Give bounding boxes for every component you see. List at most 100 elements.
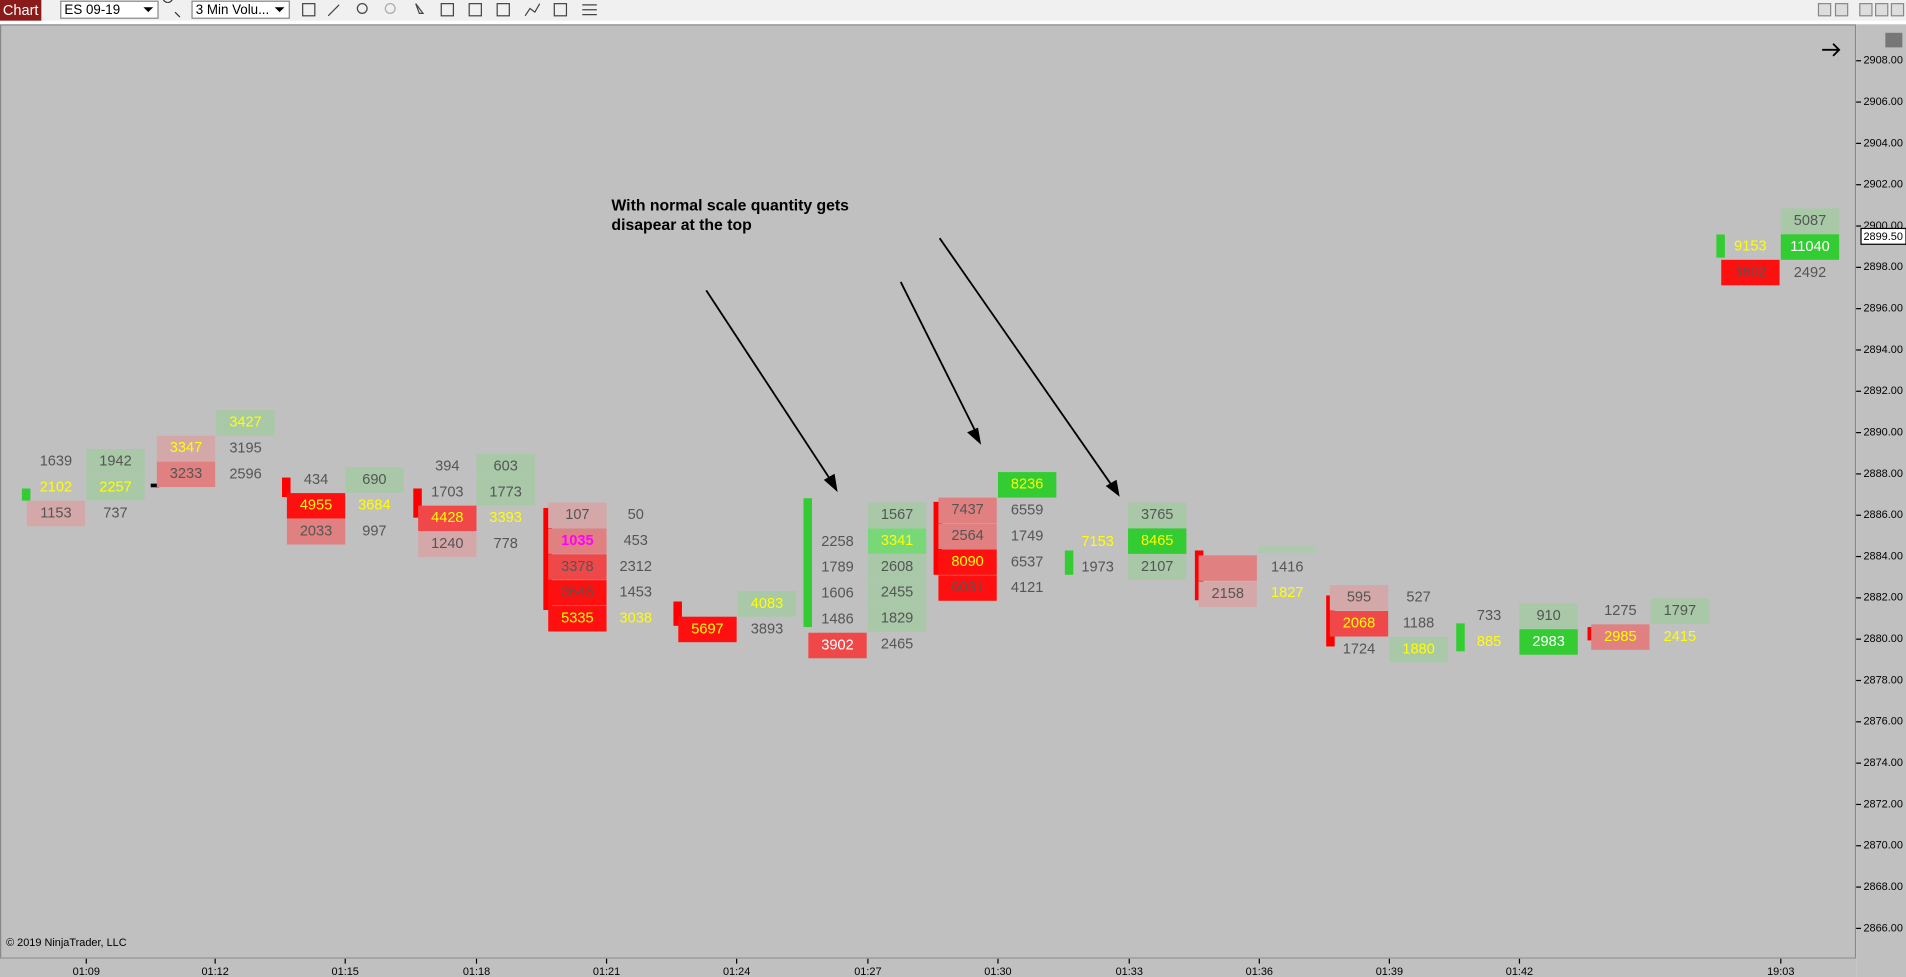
cell-bg (997, 472, 1057, 498)
volume-cell: 453 (624, 533, 648, 549)
current-price: 2899.50 (1863, 231, 1902, 243)
volume-cell: 434 (304, 472, 328, 488)
time-label: 01:42 (1506, 966, 1533, 977)
toolbar-icons[interactable] (302, 3, 597, 17)
cell-bg (938, 575, 997, 601)
time-label: 01:21 (593, 966, 620, 977)
volume-cell: 3684 (358, 498, 390, 514)
time-label: 01:39 (1376, 966, 1403, 977)
volume-cell: 1789 (821, 560, 853, 576)
volume-cell: 1416 (1271, 559, 1303, 575)
chart-tab[interactable] (0, 0, 42, 21)
volume-cell: 11040 (1790, 239, 1829, 255)
volume-cell: 9153 (1734, 239, 1766, 255)
cell-bg (345, 467, 404, 493)
copyright: © 2019 NinjaTrader, LLC (6, 937, 127, 949)
dropdown-arrow (274, 7, 285, 13)
cell-bg (286, 519, 346, 545)
price-label: 2900.00 (1863, 220, 1902, 232)
volume-cell: 50 (628, 507, 644, 523)
cell-bg (548, 606, 607, 632)
annotation: disapear at the top (611, 217, 751, 234)
volume-cell: 2033 (300, 524, 332, 540)
price-label: 2866.00 (1863, 922, 1902, 934)
volume-cell: 1703 (431, 484, 463, 500)
volume-cell: 3765 (1141, 507, 1173, 523)
cell-bg (1780, 234, 1840, 260)
instrument-select[interactable] (60, 0, 159, 19)
cell-bg (1780, 208, 1840, 234)
cell-bg (1128, 554, 1187, 580)
volume-cell: 2564 (951, 528, 983, 544)
tab-label: Chart (3, 3, 39, 19)
cell-bg (867, 606, 927, 632)
cell-bg (938, 549, 997, 575)
volume-cell: 1153 (40, 505, 71, 521)
price-label: 2878.00 (1863, 674, 1902, 686)
scroll-arrow[interactable] (1822, 43, 1841, 57)
cell-bg (867, 502, 927, 528)
volume-cell: 7153 (1081, 534, 1113, 550)
cell-bg (156, 435, 216, 462)
volume-cell: 8090 (951, 554, 983, 570)
volume-cell: 4428 (431, 510, 463, 526)
cell-bg (156, 461, 216, 488)
volume-cell: 910 (1536, 608, 1560, 624)
cell-bg (476, 453, 535, 480)
candle (933, 501, 943, 575)
cell-bg (737, 591, 797, 617)
volume-cell: 5697 (691, 621, 723, 637)
instrument-label: ES 09-19 (64, 2, 120, 17)
time-label: 01:09 (73, 966, 100, 977)
cell-bg (1389, 636, 1448, 663)
volume-cell: 2492 (1794, 265, 1826, 281)
cell-bg (216, 410, 275, 436)
dropdown-arrow (143, 7, 154, 13)
time-label: 01:33 (1116, 966, 1143, 977)
candle (413, 488, 422, 518)
price-label: 2896.00 (1863, 303, 1902, 315)
time-label: 01:36 (1246, 966, 1273, 977)
volume-cell: 2068 (1343, 616, 1375, 632)
candle (282, 477, 291, 498)
volume-cell: 2985 (1604, 629, 1636, 645)
cell-bg (1198, 581, 1257, 607)
time-label: 19:03 (1767, 966, 1794, 977)
volume-cell: 1827 (1271, 585, 1303, 601)
window-buttons[interactable] (1817, 3, 1905, 17)
candle (1716, 234, 1725, 258)
cell-bg (1329, 610, 1389, 637)
cell-bg (938, 523, 997, 550)
volume-cell: 885 (1477, 634, 1501, 650)
volume-cell: 3195 (229, 441, 261, 457)
volume-cell: 3427 (229, 415, 261, 431)
volume-cell: 778 (494, 536, 518, 552)
volume-cell: 1567 (881, 507, 913, 523)
search-icon[interactable] (162, 0, 181, 18)
volume-cell: 394 (435, 458, 459, 474)
cell-bg (548, 554, 607, 580)
price-label: 2904.00 (1863, 137, 1902, 149)
volume-cell: 1749 (1011, 528, 1043, 544)
volume-cell: 4121 (1011, 580, 1043, 596)
volume-cell: 1724 (1343, 641, 1375, 657)
volume-cell: 1188 (1403, 616, 1434, 632)
price-label: 2884.00 (1863, 550, 1902, 562)
price-label: 2888.00 (1863, 468, 1902, 480)
cell-bg (1128, 528, 1187, 554)
candle (543, 507, 552, 611)
volume-cell: 3347 (170, 440, 202, 456)
cell-bg (1721, 259, 1780, 286)
time-label: 01:12 (201, 966, 228, 977)
price-label: 2908.00 (1863, 55, 1902, 67)
volume-cell: 3341 (881, 533, 913, 549)
panel-button[interactable] (1885, 32, 1903, 48)
cell-bg (1519, 629, 1578, 655)
period-select[interactable] (191, 0, 290, 19)
volume-cell: 3378 (561, 559, 593, 575)
price-label: 2876.00 (1863, 716, 1902, 728)
volume-cell: 1035 (561, 533, 593, 549)
volume-cell: 107 (565, 507, 589, 523)
